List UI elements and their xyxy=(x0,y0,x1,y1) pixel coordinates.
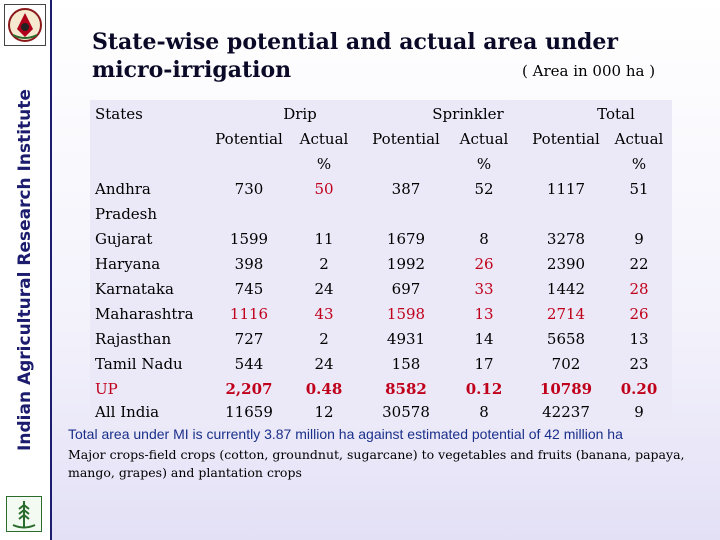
iari-emblem-icon xyxy=(4,4,46,46)
subheader: Potential xyxy=(532,130,600,148)
slide-title: State-wise potential and actual area und… xyxy=(92,29,619,83)
state-name: Haryana xyxy=(95,255,161,273)
sprinkler-actual: 33 xyxy=(474,280,494,298)
state-name: Tamil Nadu xyxy=(95,355,183,373)
percent-label: % xyxy=(476,155,492,173)
subheader: Potential xyxy=(372,130,440,148)
sprinkler-actual: 26 xyxy=(474,255,494,273)
sprinkler-potential: 697 xyxy=(391,280,421,298)
drip-actual: 50 xyxy=(314,180,334,198)
sprinkler-potential: 1679 xyxy=(386,230,426,248)
table-row: Rajasthan 727 2 4931 14 5658 13 xyxy=(90,327,672,352)
state-name: Gujarat xyxy=(95,230,153,248)
total-potential: 5658 xyxy=(546,330,586,348)
subheader: Actual xyxy=(459,130,509,148)
states-header: States xyxy=(95,105,143,123)
total-actual: 23 xyxy=(629,355,649,373)
sprinkler-actual: 0.12 xyxy=(465,380,503,398)
drip-actual: 12 xyxy=(314,403,334,421)
drip-actual: 43 xyxy=(314,305,334,323)
table-row: All India 11659 12 30578 8 42237 9 xyxy=(90,400,672,425)
state-name: UP xyxy=(95,380,118,398)
total-potential: 1117 xyxy=(546,180,586,198)
total-potential: 3278 xyxy=(546,230,586,248)
total-actual: 51 xyxy=(629,180,649,198)
total-potential: 702 xyxy=(551,355,581,373)
sprinkler-actual: 14 xyxy=(474,330,494,348)
table-row-continued: Pradesh xyxy=(90,202,672,227)
table-header-groups: States Drip Sprinkler Total xyxy=(90,102,672,127)
subheader: Actual xyxy=(614,130,664,148)
state-name: Rajasthan xyxy=(95,330,172,348)
drip-potential: 1116 xyxy=(229,305,269,323)
drip-potential: 398 xyxy=(234,255,264,273)
table-header-sub: Potential Actual Potential Actual Potent… xyxy=(90,127,672,152)
drip-potential: 2,207 xyxy=(225,380,273,398)
drip-potential: 727 xyxy=(234,330,264,348)
sprinkler-potential: 1992 xyxy=(386,255,426,273)
sprinkler-potential: 158 xyxy=(391,355,421,373)
drip-actual: 0.48 xyxy=(305,380,343,398)
percent-label: % xyxy=(316,155,332,173)
drip-actual: 11 xyxy=(314,230,334,248)
sprinkler-actual: 8 xyxy=(479,230,489,248)
sidebar: Indian Agricultural Research Institute xyxy=(0,0,52,540)
total-potential: 10789 xyxy=(539,380,593,398)
drip-potential: 1599 xyxy=(229,230,269,248)
group-drip: Drip xyxy=(283,105,317,123)
table-row: Tamil Nadu 544 24 158 17 702 23 xyxy=(90,352,672,377)
subheader: Actual xyxy=(299,130,349,148)
table-row: Andhra 730 50 387 52 1117 51 xyxy=(90,177,672,202)
sprinkler-actual: 13 xyxy=(474,305,494,323)
state-name: Andhra xyxy=(95,180,151,198)
table-row: UP 2,207 0.48 8582 0.12 10789 0.20 xyxy=(90,377,672,402)
total-actual: 26 xyxy=(629,305,649,323)
group-sprinkler: Sprinkler xyxy=(432,105,504,123)
sprinkler-potential: 387 xyxy=(391,180,421,198)
institute-name: Indian Agricultural Research Institute xyxy=(15,89,35,451)
total-potential: 1442 xyxy=(546,280,586,298)
state-name: Karnataka xyxy=(95,280,174,298)
total-actual: 9 xyxy=(634,403,644,421)
group-total: Total xyxy=(597,105,635,123)
subheader: Potential xyxy=(215,130,283,148)
data-table: States Drip Sprinkler Total Potential Ac… xyxy=(90,100,672,422)
drip-actual: 24 xyxy=(314,355,334,373)
wheat-emblem-icon xyxy=(6,496,42,532)
drip-potential: 730 xyxy=(234,180,264,198)
table-row: Gujarat 1599 11 1679 8 3278 9 xyxy=(90,227,672,252)
table-header-percent: % % % xyxy=(90,152,672,177)
drip-potential: 11659 xyxy=(225,403,273,421)
unit-label: ( Area in 000 ha ) xyxy=(522,62,656,80)
sprinkler-potential: 4931 xyxy=(386,330,426,348)
total-potential: 2390 xyxy=(546,255,586,273)
table-row: Haryana 398 2 1992 26 2390 22 xyxy=(90,252,672,277)
total-actual: 13 xyxy=(629,330,649,348)
sprinkler-potential: 8582 xyxy=(385,380,427,398)
summary-note: Total area under MI is currently 3.87 mi… xyxy=(68,426,623,442)
table-row: Karnataka 745 24 697 33 1442 28 xyxy=(90,277,672,302)
total-actual: 28 xyxy=(629,280,649,298)
sprinkler-potential: 1598 xyxy=(386,305,426,323)
sprinkler-potential: 30578 xyxy=(382,403,430,421)
state-name: All India xyxy=(95,403,160,421)
sprinkler-actual: 17 xyxy=(474,355,494,373)
total-actual: 0.20 xyxy=(620,380,658,398)
drip-actual: 24 xyxy=(314,280,334,298)
total-actual: 22 xyxy=(629,255,649,273)
drip-actual: 2 xyxy=(319,330,329,348)
percent-label: % xyxy=(631,155,647,173)
state-name: Maharashtra xyxy=(95,305,194,323)
crops-note: Major crops-field crops (cotton, groundn… xyxy=(68,447,685,480)
sprinkler-actual: 8 xyxy=(479,403,489,421)
drip-actual: 2 xyxy=(319,255,329,273)
state-name-line2: Pradesh xyxy=(95,205,158,223)
total-potential: 42237 xyxy=(542,403,590,421)
drip-potential: 544 xyxy=(234,355,264,373)
total-actual: 9 xyxy=(634,230,644,248)
total-potential: 2714 xyxy=(546,305,586,323)
drip-potential: 745 xyxy=(234,280,264,298)
table-row: Maharashtra 1116 43 1598 13 2714 26 xyxy=(90,302,672,327)
sprinkler-actual: 52 xyxy=(474,180,494,198)
